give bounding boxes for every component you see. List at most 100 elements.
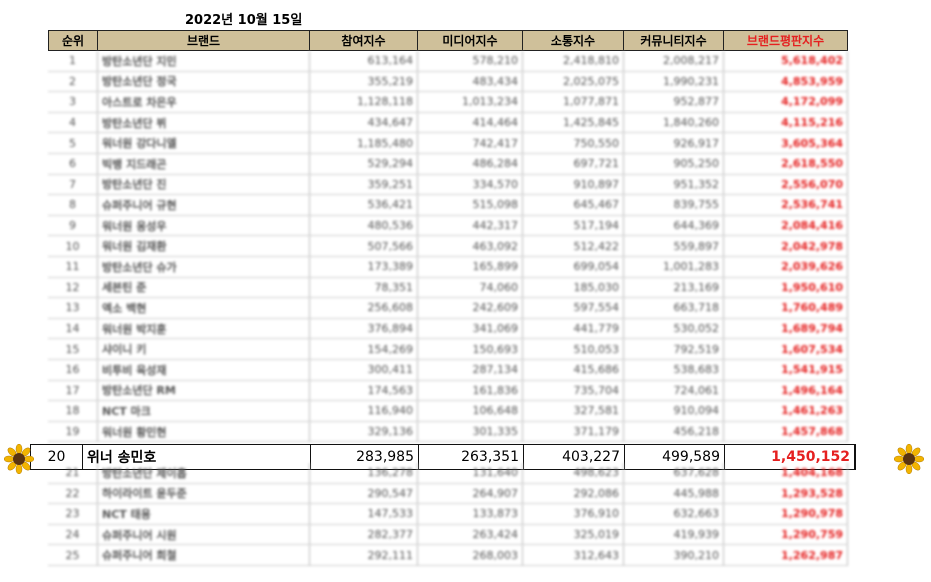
cell: 154,269 — [310, 339, 418, 360]
cell: 방탄소년단 뷔 — [98, 112, 310, 134]
cell: 515,098 — [418, 195, 523, 216]
header-cell: 순위 — [48, 30, 98, 51]
cell: 9 — [48, 215, 98, 237]
header-cell: 소통지수 — [523, 30, 624, 51]
cell: 359,251 — [310, 174, 418, 196]
cell: 23 — [48, 504, 98, 525]
cell: NCT 태용 — [98, 504, 310, 525]
cell: 1,001,283 — [624, 257, 724, 278]
cell: 12 — [48, 277, 98, 299]
cell: 2 — [48, 71, 98, 93]
date: 2022년 10월 15일 — [185, 13, 303, 28]
cell: 742,417 — [418, 133, 523, 154]
cell: 341,069 — [418, 318, 523, 340]
cell: 1 — [48, 51, 98, 72]
cell: 147,533 — [310, 504, 418, 525]
cell: 264,907 — [418, 483, 523, 505]
cell: 637,628 — [624, 463, 724, 484]
cell: 951,352 — [624, 174, 724, 196]
cell: 750,550 — [523, 133, 624, 154]
cell: 24 — [48, 524, 98, 546]
cell: 1,950,610 — [724, 277, 848, 299]
cell: 하이라이트 윤두준 — [98, 483, 310, 505]
table-row: 6 빅뱅 지드래곤 529,294 486,284 697,721 905,250 2,61… — [48, 154, 848, 175]
cell: 312,643 — [523, 545, 624, 566]
cell: 441,779 — [523, 318, 624, 340]
cell: 268,003 — [418, 545, 523, 566]
cell: 워너원 옹성우 — [98, 215, 310, 237]
cell: 327,581 — [523, 401, 624, 422]
cell: 645,467 — [523, 195, 624, 216]
cell: 376,910 — [523, 504, 624, 525]
table-row: 22 하이라이트 윤두준 290,547 264,907 292,086 445,988 1… — [48, 483, 848, 505]
cell: 699,054 — [523, 257, 624, 278]
cell: 486,284 — [418, 154, 523, 175]
table-row: 18 NCT 마크 116,940 106,648 327,581 910,094 1,46… — [48, 401, 848, 422]
header-cell: 브랜드 — [98, 30, 310, 51]
cell: 329,136 — [310, 421, 418, 443]
cell: 697,721 — [523, 154, 624, 175]
table-row: 25 슈퍼주니어 희철 292,111 268,003 312,643 390,210 1,… — [48, 545, 848, 566]
cell: 21 — [48, 463, 98, 484]
cell: 슈퍼주니어 시원 — [98, 524, 310, 546]
header-cell: 커뮤니티지수 — [624, 30, 724, 51]
cell: 510,053 — [523, 339, 624, 360]
table-row: 13 엑소 백현 256,608 242,609 597,554 663,718 1,760… — [48, 298, 848, 319]
cell: 133,873 — [418, 504, 523, 525]
cell: 559,897 — [624, 236, 724, 257]
cell: 4,115,216 — [724, 112, 848, 134]
cell: 2,418,810 — [523, 51, 624, 72]
cell: 22 — [48, 483, 98, 505]
cell: 434,647 — [310, 112, 418, 134]
cell: 287,134 — [418, 360, 523, 381]
cell: 578,210 — [418, 51, 523, 72]
cell: 325,019 — [523, 524, 624, 546]
cell: 136,278 — [310, 463, 418, 484]
cell: 300,411 — [310, 360, 418, 381]
cell: 442,317 — [418, 215, 523, 237]
cell: 174,563 — [310, 380, 418, 402]
cell: 839,755 — [624, 195, 724, 216]
cell: 1,689,794 — [724, 318, 848, 340]
cell: 445,988 — [624, 483, 724, 505]
table-row: 23 NCT 태용 147,533 133,873 376,910 632,663 1,29… — [48, 504, 848, 525]
cell: 644,369 — [624, 215, 724, 237]
cell: 세븐틴 준 — [98, 277, 310, 299]
table-row: 4 방탄소년단 뷔 434,647 414,464 1,425,845 1,840,260… — [48, 112, 848, 134]
highlighted-row: 20 위너 송민호 283,985 263,351 403,227 499,589 1,45… — [30, 444, 856, 470]
cell: 456,218 — [624, 421, 724, 443]
cell: 샤이니 키 — [98, 339, 310, 360]
cell: 173,389 — [310, 257, 418, 278]
cell: 1,425,845 — [523, 112, 624, 134]
cell: 1,541,915 — [724, 360, 848, 381]
cell: 792,519 — [624, 339, 724, 360]
cell: 116,940 — [310, 401, 418, 422]
cell: 282,377 — [310, 524, 418, 546]
cell: 4,853,959 — [724, 71, 848, 93]
cell: 5 — [48, 133, 98, 154]
cell: 106,648 — [418, 401, 523, 422]
cell: 242,609 — [418, 298, 523, 319]
cell: 952,877 — [624, 92, 724, 113]
cell: 463,092 — [418, 236, 523, 257]
cell: 530,052 — [624, 318, 724, 340]
cell: 165,899 — [418, 257, 523, 278]
cell: 376,894 — [310, 318, 418, 340]
cell: 1,450,152 — [725, 445, 855, 469]
cell: 1,461,263 — [724, 401, 848, 422]
cell: 3,605,364 — [724, 133, 848, 154]
cell: 1,290,978 — [724, 504, 848, 525]
cell: 480,536 — [310, 215, 418, 237]
cell: 방탄소년단 제이홉 — [98, 463, 310, 484]
cell: 256,608 — [310, 298, 418, 319]
cell: 19 — [48, 421, 98, 443]
cell: 74,060 — [418, 277, 523, 299]
cell: 2,536,741 — [724, 195, 848, 216]
cell: 483,434 — [418, 71, 523, 93]
cell: 2,025,075 — [523, 71, 624, 93]
cell: 2,039,626 — [724, 257, 848, 278]
cell: 905,250 — [624, 154, 724, 175]
cell: 390,210 — [624, 545, 724, 566]
cell: 632,663 — [624, 504, 724, 525]
cell: 161,836 — [418, 380, 523, 402]
